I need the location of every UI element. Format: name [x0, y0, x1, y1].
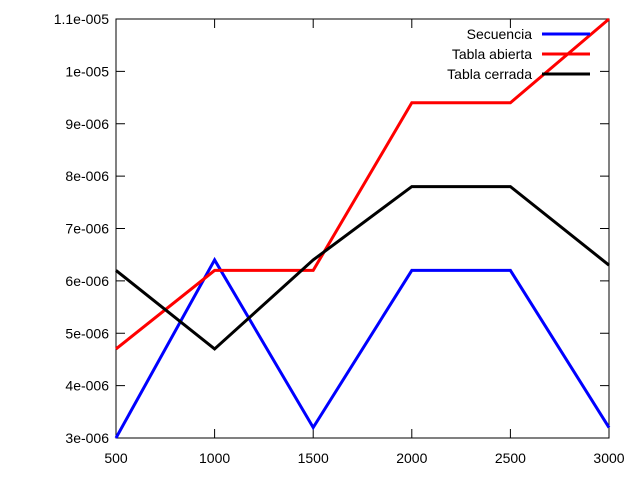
- legend-label: Tabla cerrada: [447, 66, 532, 82]
- y-tick-label: 5e-006: [65, 325, 109, 341]
- y-tick-label: 8e-006: [65, 168, 109, 184]
- y-tick-label: 6e-006: [65, 273, 109, 289]
- legend-label: Secuencia: [467, 26, 533, 42]
- x-tick-label: 2000: [396, 450, 427, 466]
- legend-label: Tabla abierta: [452, 46, 532, 62]
- y-tick-label: 4e-006: [65, 378, 109, 394]
- x-tick-label: 500: [104, 450, 128, 466]
- y-tick-label: 1.1e-005: [54, 11, 109, 27]
- series-line-2: [115, 17, 610, 351]
- y-tick-label: 1e-005: [65, 63, 109, 79]
- tick-labels: 500 1000 1500 2000 2500 3000 3e-006 4e-006 5e-00…: [54, 11, 625, 466]
- y-tick-label: 3e-006: [65, 430, 109, 446]
- legend: Secuencia Tabla abierta Tabla cerrada: [447, 26, 590, 82]
- series-line-3: [115, 185, 610, 351]
- data-series: [114, 17, 611, 439]
- y-tick-label: 7e-006: [65, 221, 109, 237]
- x-tick-label: 2500: [495, 450, 526, 466]
- x-tick-label: 1000: [199, 450, 230, 466]
- series-line-1: [114, 256, 611, 439]
- x-tick-label: 1500: [298, 450, 329, 466]
- y-tick-label: 9e-006: [65, 116, 109, 132]
- x-tick-label: 3000: [593, 450, 624, 466]
